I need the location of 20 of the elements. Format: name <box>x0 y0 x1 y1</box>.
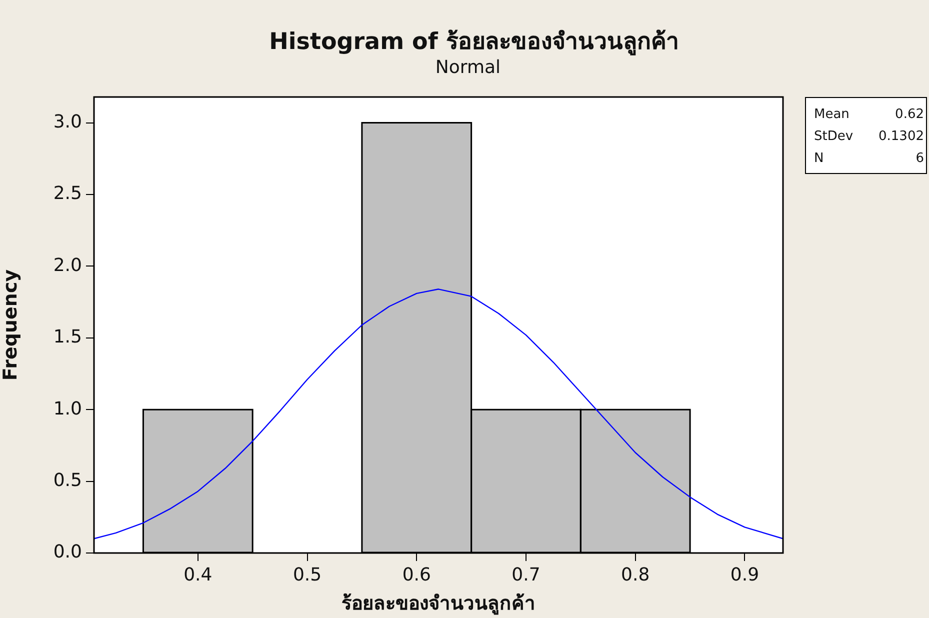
y-tick-label: 2.5 <box>53 183 82 204</box>
text: Mean 0.62 <box>814 107 924 122</box>
x-tick-label: 0.4 <box>184 564 212 586</box>
y-tick-label: 3.0 <box>53 111 82 132</box>
x-tick-label: 0.6 <box>402 564 431 586</box>
text: StDev 0.1302 <box>814 129 924 144</box>
chart-title: Histogram of ร้อยละของจำนวนลูกค้า <box>268 28 680 57</box>
x-tick-label: 0.9 <box>730 564 760 586</box>
text: N 6 <box>814 151 924 166</box>
y-axis-title: Frequency <box>0 268 22 381</box>
x-tick-label: 0.5 <box>292 564 322 586</box>
x-tick-label: 0.7 <box>512 564 540 586</box>
y-tick-label: 1.0 <box>53 398 82 420</box>
y-tick-label: 0.0 <box>53 542 82 563</box>
x-tick-label: 0.8 <box>621 564 650 586</box>
chart-subtitle: Normal <box>434 57 502 79</box>
x-axis-title: ร้อยละของจำนวนลูกค้า <box>342 592 536 616</box>
y-tick-label: 0.5 <box>53 470 82 491</box>
y-tick-label: 1.5 <box>53 326 82 348</box>
y-tick-label: 2.0 <box>53 254 82 276</box>
